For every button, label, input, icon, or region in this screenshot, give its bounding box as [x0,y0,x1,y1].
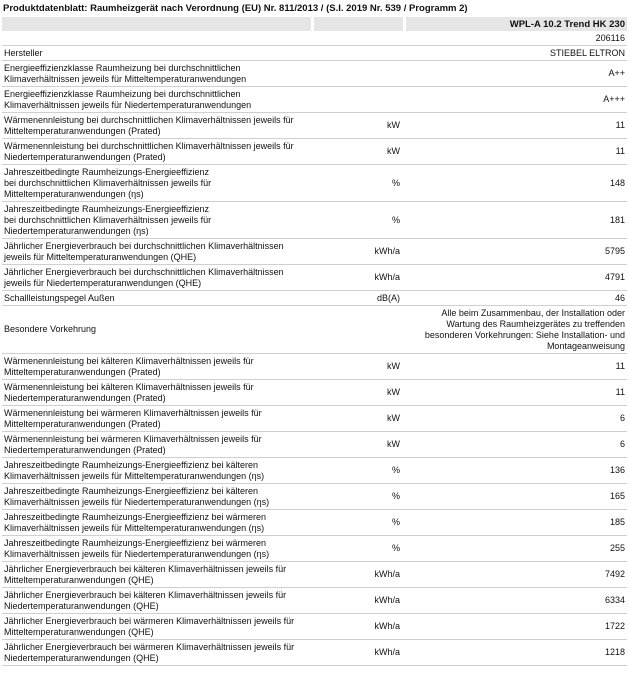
row-value: 6 [404,431,627,458]
row-label: Jahreszeitbedingte Raumheizungs-Energiee… [2,201,312,239]
row-label: Energieeffizienzklasse Raumheizung bei d… [2,86,312,113]
row-unit [312,305,404,354]
row-unit: kW [312,379,404,406]
row-unit: kWh/a [312,238,404,265]
row-unit: % [312,535,404,562]
table-row: Wärmenennleistung bei wärmeren Klimaverh… [2,431,627,458]
table-row: Energieeffizienzklasse Raumheizung bei d… [2,86,627,113]
row-unit: kW [312,431,404,458]
product-code: 206116 [404,31,627,46]
row-label: Jahreszeitbedingte Raumheizungs-Energiee… [2,509,312,536]
row-unit: % [312,509,404,536]
row-label: Jährlicher Energieverbrauch bei wärmeren… [2,613,312,640]
row-unit: kW [312,138,404,165]
row-value: 6334 [404,587,627,614]
table-row: Wärmenennleistung bei durchschnittlichen… [2,112,627,139]
row-value: 181 [404,201,627,239]
row-value: A+++ [404,86,627,113]
row-value: STIEBEL ELTRON [404,45,627,61]
row-unit [312,45,404,61]
row-unit: kWh/a [312,587,404,614]
row-label: Jahreszeitbedingte Raumheizungs-Energiee… [2,483,312,510]
row-unit: kWh/a [312,561,404,588]
header-row: WPL-A 10.2 Trend HK 230 [2,17,627,31]
row-label: Wärmenennleistung bei kälteren Klimaverh… [2,353,312,380]
row-unit: % [312,201,404,239]
title: Produktdatenblatt: Raumheizgerät nach Ve… [3,3,468,14]
table-row: Jahreszeitbedingte Raumheizungs-Energiee… [2,483,627,510]
row-value: 1218 [404,639,627,666]
row-value: 7492 [404,561,627,588]
table-row: Jährlicher Energieverbrauch bei kälteren… [2,587,627,614]
row-unit: % [312,457,404,484]
row-value: Alle beim Zusammenbau, der Installation … [404,305,627,354]
table-row: Wärmenennleistung bei wärmeren Klimaverh… [2,405,627,432]
row-value: A++ [404,60,627,87]
row-value: 11 [404,379,627,406]
table-row: Jahreszeitbedingte Raumheizungs-Energiee… [2,201,627,239]
row-value: 5795 [404,238,627,265]
table-row: Wärmenennleistung bei kälteren Klimaverh… [2,379,627,406]
row-label: Jährlicher Energieverbrauch bei kälteren… [2,561,312,588]
row-value: 4791 [404,264,627,291]
row-label: Jahreszeitbedingte Raumheizungs-Energiee… [2,164,312,202]
row-label: Energieeffizienzklasse Raumheizung bei d… [2,60,312,87]
table-row: Jährlicher Energieverbrauch bei wärmeren… [2,639,627,666]
row-value: 1722 [404,613,627,640]
row-unit: kW [312,353,404,380]
row-unit: % [312,164,404,202]
row-value: 165 [404,483,627,510]
row-unit: kWh/a [312,639,404,666]
row-label: Hersteller [2,45,312,61]
row-value: 148 [404,164,627,202]
row-unit: % [312,483,404,510]
table-row: Energieeffizienzklasse Raumheizung bei d… [2,60,627,87]
table-row: Hersteller STIEBEL ELTRON [2,45,627,61]
table-row: Jährlicher Energieverbrauch bei durchsch… [2,264,627,291]
row-unit: kW [312,112,404,139]
row-label: Jährlicher Energieverbrauch bei wärmeren… [2,639,312,666]
row-unit: dB(A) [312,290,404,306]
code-row: 206116 [2,31,627,46]
row-label: Besondere Vorkehrung [2,305,312,354]
row-value: 185 [404,509,627,536]
row-label: Wärmenennleistung bei durchschnittlichen… [2,138,312,165]
table-row: Jährlicher Energieverbrauch bei kälteren… [2,561,627,588]
row-value: 11 [404,353,627,380]
row-unit: kWh/a [312,613,404,640]
row-unit [312,60,404,87]
table-row: Jährlicher Energieverbrauch bei durchsch… [2,238,627,265]
product-name: WPL-A 10.2 Trend HK 230 [404,17,627,31]
row-label: Schallleistungspegel Außen [2,290,312,306]
table-row: Wärmenennleistung bei durchschnittlichen… [2,138,627,165]
row-label: Jahreszeitbedingte Raumheizungs-Energiee… [2,535,312,562]
row-unit: kW [312,405,404,432]
row-label: Wärmenennleistung bei durchschnittlichen… [2,112,312,139]
table-row: Jahreszeitbedingte Raumheizungs-Energiee… [2,509,627,536]
data-table: WPL-A 10.2 Trend HK 230 206116 Herstelle… [2,17,627,666]
table-row: Wärmenennleistung bei kälteren Klimaverh… [2,353,627,380]
table-row: Schallleistungspegel Außen dB(A) 46 [2,290,627,306]
row-label: Jährlicher Energieverbrauch bei durchsch… [2,238,312,265]
row-value: 11 [404,112,627,139]
row-unit: kWh/a [312,264,404,291]
row-value: 46 [404,290,627,306]
row-value: 136 [404,457,627,484]
table-row: Jahreszeitbedingte Raumheizungs-Energiee… [2,164,627,202]
row-unit [312,86,404,113]
table-row: Besondere Vorkehrung Alle beim Zusammenba… [2,305,627,354]
table-row: Jahreszeitbedingte Raumheizungs-Energiee… [2,457,627,484]
table-row: Jahreszeitbedingte Raumheizungs-Energiee… [2,535,627,562]
row-label: Wärmenennleistung bei kälteren Klimaverh… [2,379,312,406]
row-label: Jährlicher Energieverbrauch bei durchsch… [2,264,312,291]
row-label: Jahreszeitbedingte Raumheizungs-Energiee… [2,457,312,484]
table-row: Jährlicher Energieverbrauch bei wärmeren… [2,613,627,640]
row-value: 255 [404,535,627,562]
row-label: Wärmenennleistung bei wärmeren Klimaverh… [2,405,312,432]
row-label: Jährlicher Energieverbrauch bei kälteren… [2,587,312,614]
row-value: 11 [404,138,627,165]
row-value: 6 [404,405,627,432]
row-label: Wärmenennleistung bei wärmeren Klimaverh… [2,431,312,458]
